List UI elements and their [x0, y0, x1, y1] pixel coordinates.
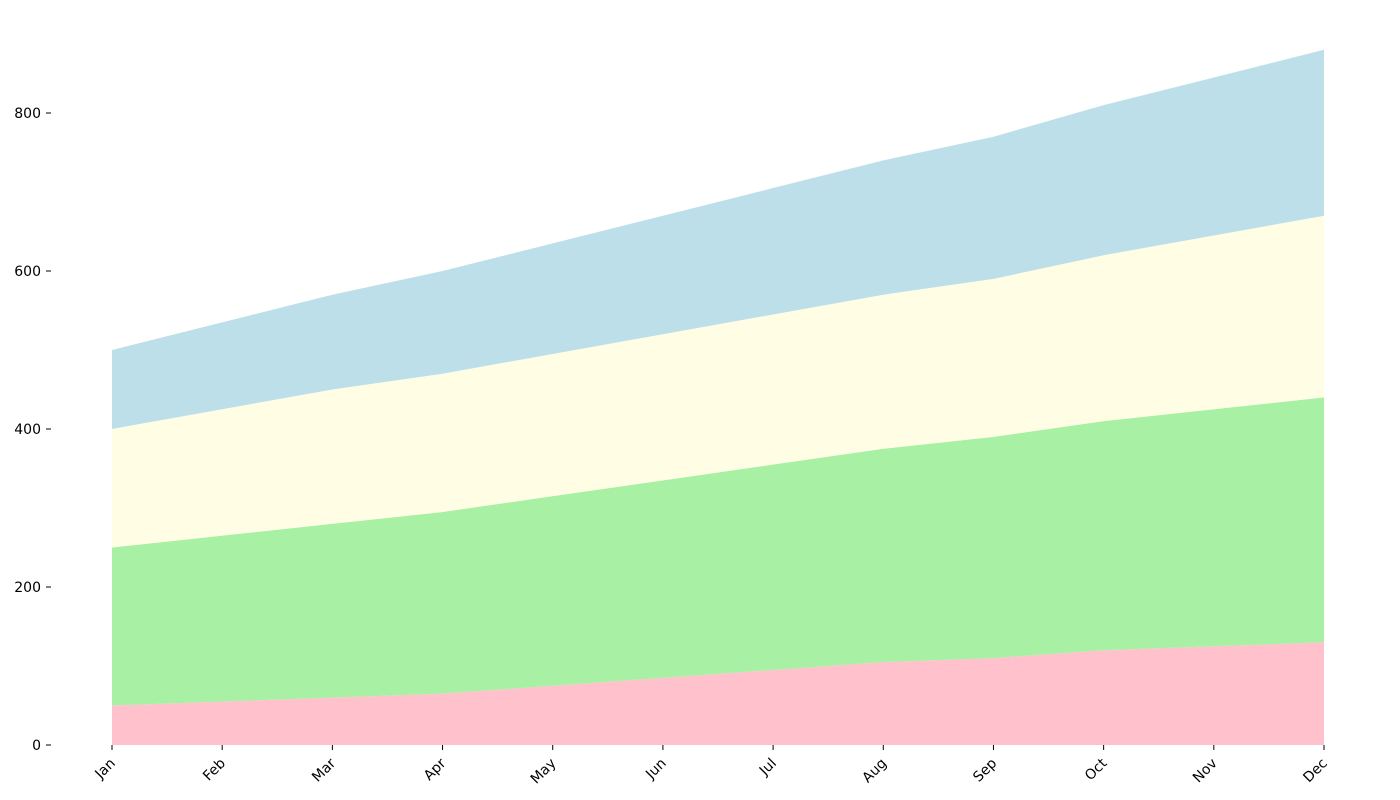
- y-tick-label: 200: [14, 580, 41, 596]
- x-tick-label: Aug: [859, 756, 890, 787]
- x-axis: Jan Feb Mar Apr May Jun Jul Aug Sep Oct Nov Dec: [92, 745, 1331, 787]
- x-tick-label: Oct: [1082, 755, 1111, 784]
- area-series-layer: [112, 49, 1324, 745]
- x-tick-label: Jan: [92, 756, 119, 783]
- x-tick-label: Feb: [200, 755, 229, 784]
- x-tick-label: Sep: [970, 755, 1000, 785]
- y-tick-label: 800: [14, 106, 41, 122]
- x-tick-label: Jul: [756, 756, 780, 780]
- x-tick-label: Nov: [1190, 756, 1221, 787]
- y-axis: 0 200 400 600 800: [14, 106, 51, 754]
- x-tick-label: Jun: [642, 756, 669, 783]
- x-tick-label: May: [528, 756, 560, 788]
- area-series-4: [112, 49, 1324, 430]
- x-tick-label: Dec: [1300, 756, 1330, 786]
- area-series-1: [112, 642, 1324, 745]
- x-tick-label: Mar: [309, 755, 339, 785]
- area-series-3: [112, 215, 1324, 548]
- y-tick-label: 400: [14, 422, 41, 438]
- area-series-2: [112, 397, 1324, 706]
- y-tick-label: 0: [32, 738, 41, 754]
- y-tick-label: 600: [14, 264, 41, 280]
- x-tick-label: Apr: [421, 755, 450, 784]
